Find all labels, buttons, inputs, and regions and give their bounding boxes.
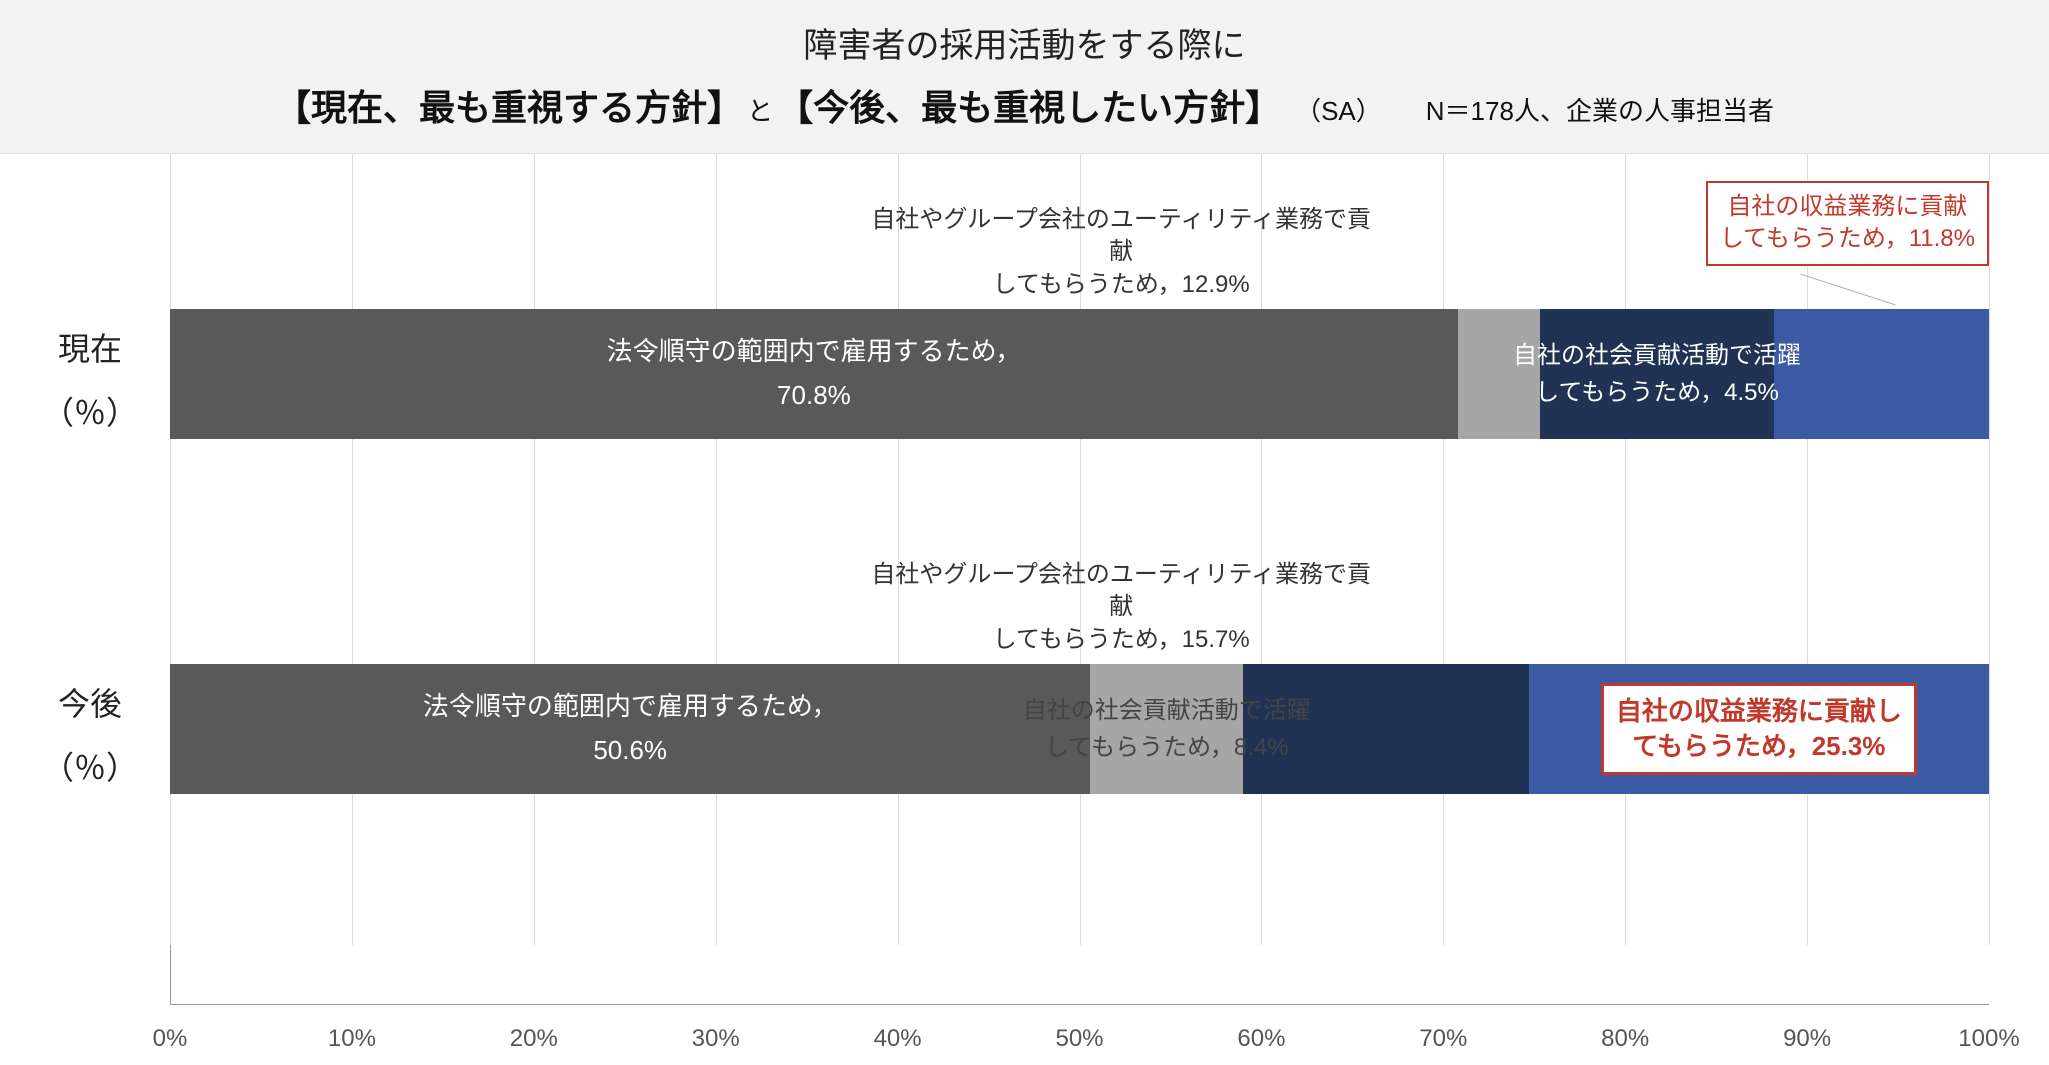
row-label-current: 現在 （％）: [30, 324, 150, 434]
row-label-l2: （％）: [30, 388, 150, 434]
x-tick: 50%: [1055, 1025, 1103, 1053]
row-label-l2: （％）: [30, 743, 150, 789]
x-tick: 30%: [692, 1025, 740, 1053]
gridline: [1443, 154, 1444, 945]
title-note: N＝178人、企業の人事担当者: [1426, 91, 1774, 128]
title-sa: （SA）: [1295, 91, 1382, 128]
x-tick: 70%: [1419, 1025, 1467, 1053]
segment: 自社の社会貢献活動で活躍してもらうため，8.4%: [1090, 664, 1243, 794]
x-tick: 20%: [510, 1025, 558, 1053]
bar-row-future: 法令順守の範囲内で雇用するため，50.6%自社の社会貢献活動で活躍してもらうため…: [170, 664, 1989, 794]
chart-container: 障害者の採用活動をする際に 【現在、最も重視する方針】 と 【今後、最も重視した…: [0, 0, 2049, 1059]
title-bracket1: 【現在、最も重視する方針】: [275, 79, 743, 131]
x-tick: 100%: [1958, 1025, 2019, 1053]
row-label-l1: 今後: [30, 679, 150, 725]
x-tick: 40%: [874, 1025, 922, 1053]
gridline: [1989, 154, 1990, 945]
title-bracket2: 【今後、最も重視したい方針】: [777, 79, 1281, 131]
gridline: [1625, 154, 1626, 945]
gridline: [534, 154, 535, 945]
segment: [1774, 309, 1989, 439]
annotation-utility-current: 自社やグループ会社のユーティリティ業務で貢献してもらうため，12.9%: [861, 204, 1381, 301]
segment: 法令順守の範囲内で雇用するため，50.6%: [170, 664, 1090, 794]
title-line1: 障害者の採用活動をする際に: [0, 18, 2049, 67]
plot: 法令順守の範囲内で雇用するため，70.8% 自社の社会貢献活動で活躍してもらうため…: [170, 154, 1989, 1005]
x-tick: 0%: [153, 1025, 188, 1053]
row-label-l1: 現在: [30, 324, 150, 370]
title-connector: と: [747, 91, 773, 128]
x-tick: 10%: [328, 1025, 376, 1053]
revenue-callout: 自社の収益業務に貢献してもらうため，25.3%: [1601, 683, 1917, 775]
gridline: [352, 154, 353, 945]
gridline: [170, 154, 171, 945]
segment: 自社の収益業務に貢献してもらうため，25.3%: [1529, 664, 1989, 794]
chart-area: 法令順守の範囲内で雇用するため，70.8% 自社の社会貢献活動で活躍してもらうため…: [0, 154, 2049, 1065]
x-tick: 60%: [1237, 1025, 1285, 1053]
gridline: [716, 154, 717, 945]
annotation-utility-future: 自社やグループ会社のユーティリティ業務で貢献してもらうため，15.7%: [861, 559, 1381, 656]
header: 障害者の採用活動をする際に 【現在、最も重視する方針】 と 【今後、最も重視した…: [0, 0, 2049, 154]
x-axis: 0%10%20%30%40%50%60%70%80%90%100%: [170, 1015, 1989, 1055]
title-line2: 【現在、最も重視する方針】 と 【今後、最も重視したい方針】 （SA） N＝17…: [0, 79, 2049, 131]
revenue-callout-current: 自社の収益業務に貢献してもらうため，11.8%: [1706, 181, 1989, 266]
x-tick: 80%: [1601, 1025, 1649, 1053]
bar-row-current: 法令順守の範囲内で雇用するため，70.8% 自社の社会貢献活動で活躍してもらうため…: [170, 309, 1989, 439]
segment: 法令順守の範囲内で雇用するため，70.8%: [170, 309, 1458, 439]
x-tick: 90%: [1783, 1025, 1831, 1053]
segment: 自社の社会貢献活動で活躍してもらうため，4.5%: [1540, 309, 1775, 439]
gridline: [1807, 154, 1808, 945]
row-label-future: 今後 （％）: [30, 679, 150, 789]
